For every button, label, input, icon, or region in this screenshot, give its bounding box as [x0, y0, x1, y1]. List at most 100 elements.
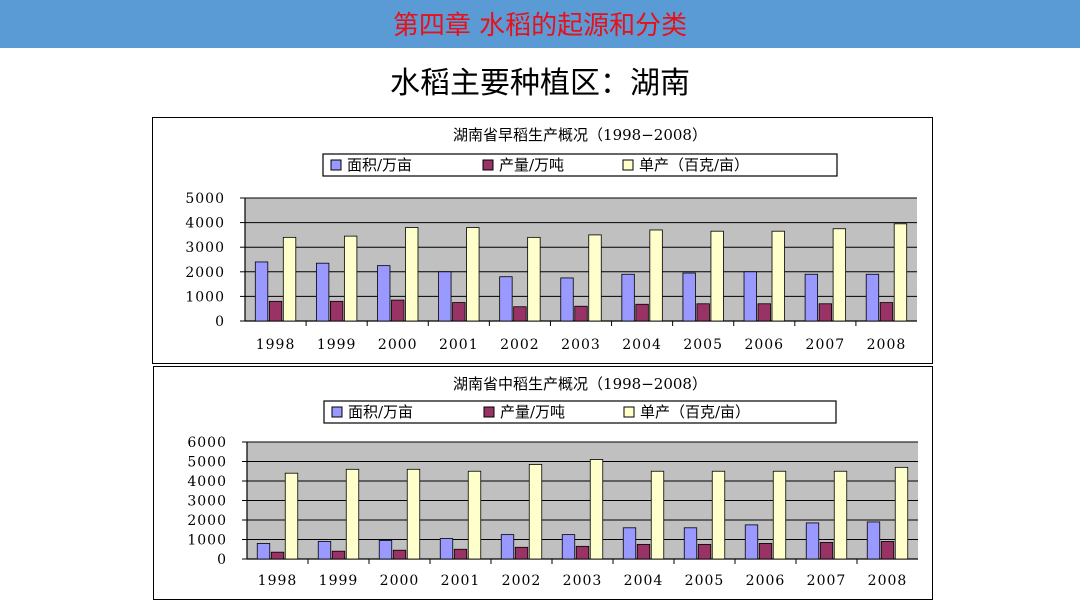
- mid-xtick-label: 1998: [258, 573, 298, 589]
- early-bar-1998-1: [268, 300, 283, 322]
- mid-ytick-label: 4000: [187, 474, 227, 490]
- early-xtick-label: 2008: [867, 337, 907, 353]
- early-bar-2001-0: [438, 271, 452, 322]
- early-bar-2008-0: [865, 273, 880, 322]
- mid-bar-1998-0: [256, 542, 271, 560]
- early-chart-title: 湖南省早稻生产概况（1998−2008）: [453, 126, 707, 144]
- early-xtick-label: 2002: [500, 337, 540, 353]
- early-ytick-label: 0: [215, 314, 225, 330]
- early-ytick-label: 1000: [185, 289, 225, 305]
- mid-bar-2004-1: [636, 543, 651, 560]
- mid-legend-label-1: 产量/万吨: [500, 403, 565, 421]
- mid-chart-title: 湖南省中稻生产概况（1998−2008）: [453, 375, 707, 393]
- mid-rice-chart: 湖南省中稻生产概况（1998−2008） 面积/万亩 产量/万吨 单产（百克/亩） 0 1…: [153, 366, 933, 600]
- early-rice-chart-svg: 湖南省早稻生产概况（1998−2008） 面积/万亩 产量/万吨 单产（百克/亩） 0 1…: [185, 126, 917, 353]
- early-bar-2008-1: [879, 302, 894, 322]
- mid-ytick-label: 2000: [187, 513, 227, 529]
- mid-bar-2000-0: [378, 540, 393, 560]
- early-bar-2003-0: [560, 277, 574, 322]
- mid-bar-2003-2: [589, 459, 604, 560]
- mid-xtick-label: 2004: [624, 573, 664, 589]
- early-bar-2007-1: [818, 303, 833, 322]
- early-bar-2005-1: [696, 303, 710, 322]
- mid-bar-1999-2: [345, 468, 360, 560]
- early-legend-label-1: 产量/万吨: [499, 156, 564, 174]
- mid-bar-2004-0: [622, 527, 637, 560]
- mid-legend-swatch-0: [331, 406, 343, 418]
- early-ytick-label: 3000: [185, 240, 225, 256]
- mid-bar-2008-2: [894, 466, 909, 560]
- early-bar-2007-0: [804, 273, 819, 322]
- mid-bar-2006-0: [744, 524, 759, 560]
- early-xtick-label: 2004: [622, 337, 662, 353]
- early-legend-label-0: 面积/万亩: [347, 156, 412, 174]
- header-bar: 第四章 水稻的起源和分类: [0, 0, 1080, 48]
- mid-xtick-label: 2001: [441, 573, 481, 589]
- early-bar-1999-2: [343, 235, 358, 322]
- mid-bar-1998-2: [284, 472, 299, 560]
- slide-subtitle: 水稻主要种植区：湖南: [390, 66, 690, 101]
- early-bar-1999-0: [315, 262, 330, 322]
- mid-bar-2001-1: [453, 548, 468, 560]
- mid-bar-2001-2: [467, 470, 482, 560]
- mid-xtick-label: 2005: [685, 573, 725, 589]
- early-bar-2002-2: [527, 236, 541, 322]
- mid-ytick-label: 1000: [187, 533, 227, 549]
- mid-bar-2002-2: [528, 464, 543, 560]
- mid-bar-2007-0: [805, 522, 820, 560]
- early-legend-label-2: 单产（百克/亩）: [639, 156, 749, 174]
- mid-bar-1998-1: [270, 551, 285, 560]
- mid-xtick-label: 1999: [319, 573, 359, 589]
- mid-ytick-label: 6000: [187, 435, 227, 451]
- mid-ytick-label: 3000: [187, 494, 227, 510]
- early-bar-2002-0: [499, 276, 513, 322]
- early-bar-2001-2: [466, 227, 480, 322]
- early-bar-1999-1: [329, 300, 344, 322]
- early-legend-swatch-2: [622, 159, 634, 171]
- mid-bar-2006-2: [772, 470, 787, 560]
- early-bar-2002-1: [513, 306, 527, 322]
- early-xtick-label: 2006: [744, 337, 784, 353]
- early-bar-2004-1: [635, 303, 649, 322]
- early-bar-2006-2: [771, 230, 785, 322]
- early-xtick-label: 1999: [317, 337, 357, 353]
- mid-xtick-label: 2006: [746, 573, 786, 589]
- early-legend-swatch-0: [330, 159, 342, 171]
- early-bar-2003-1: [574, 305, 588, 322]
- mid-bar-2002-1: [514, 546, 529, 560]
- early-legend: 面积/万亩 产量/万吨 单产（百克/亩）: [322, 153, 838, 177]
- mid-bar-2001-0: [439, 538, 454, 560]
- chapter-title: 第四章 水稻的起源和分类: [392, 11, 688, 41]
- mid-bar-1999-0: [317, 541, 332, 560]
- early-xtick-label: 2007: [806, 337, 846, 353]
- early-bar-1998-2: [282, 236, 297, 322]
- early-bar-2004-0: [621, 273, 635, 322]
- mid-xtick-label: 2003: [563, 573, 603, 589]
- mid-bar-2005-1: [697, 543, 712, 560]
- mid-ytick-label: 5000: [187, 455, 227, 471]
- mid-bar-2003-1: [575, 545, 590, 560]
- mid-bar-2003-0: [561, 534, 576, 560]
- mid-bar-2007-1: [819, 542, 834, 560]
- mid-bar-2000-2: [406, 468, 421, 560]
- mid-bar-2004-2: [650, 470, 665, 560]
- mid-legend-label-2: 单产（百克/亩）: [640, 403, 750, 421]
- mid-bar-2005-0: [683, 527, 698, 560]
- mid-xtick-label: 2002: [502, 573, 542, 589]
- mid-bar-2000-1: [392, 549, 407, 560]
- mid-bar-2005-2: [711, 470, 726, 560]
- early-bar-2000-1: [391, 299, 405, 322]
- early-xtick-label: 2003: [561, 337, 601, 353]
- mid-bar-2007-2: [833, 470, 848, 560]
- early-bar-2000-2: [405, 227, 419, 322]
- mid-bar-1999-1: [331, 550, 346, 560]
- mid-legend: 面积/万亩 产量/万吨 单产（百克/亩）: [323, 400, 837, 424]
- mid-bar-2006-1: [758, 542, 773, 560]
- mid-xtick-label: 2000: [380, 573, 420, 589]
- early-xtick-label: 2000: [378, 337, 418, 353]
- early-bar-2006-0: [743, 271, 757, 322]
- early-bar-2008-2: [893, 223, 908, 322]
- mid-bar-2008-0: [866, 521, 881, 560]
- early-rice-chart: 湖南省早稻生产概况（1998−2008） 面积/万亩 产量/万吨 单产（百克/亩） 0 1…: [152, 117, 933, 364]
- mid-bar-2002-0: [500, 534, 515, 560]
